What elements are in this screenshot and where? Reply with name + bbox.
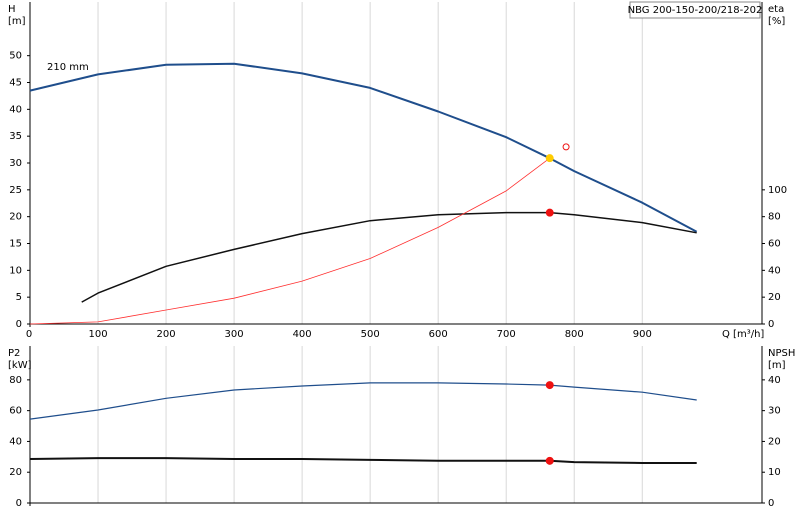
x-tick-label: 400 — [293, 329, 312, 340]
operating-point — [545, 381, 554, 390]
y2-tick-label: 0 — [768, 319, 774, 330]
y-tick-label: 20 — [9, 467, 22, 478]
y2-tick-label: 20 — [768, 292, 781, 303]
y2-tick-label: 0 — [768, 498, 774, 509]
y-tick-label: 30 — [9, 158, 22, 169]
operating-point — [545, 456, 554, 465]
curve — [29, 382, 697, 420]
y-tick-label: 25 — [9, 185, 22, 196]
y2-axis-label: [m] — [768, 360, 786, 371]
y-tick-label: 45 — [9, 78, 22, 89]
x-tick-label: 900 — [633, 329, 652, 340]
x-tick-label: 600 — [429, 329, 448, 340]
x-tick-label: 700 — [497, 329, 516, 340]
y-tick-label: 15 — [9, 239, 22, 250]
y2-tick-label: 80 — [768, 212, 781, 223]
y2-tick-label: 60 — [768, 239, 781, 250]
x-tick-label: 200 — [157, 329, 176, 340]
curve — [81, 211, 697, 303]
operating-point — [545, 208, 554, 217]
y2-tick-label: 30 — [768, 406, 781, 417]
y2-tick-label: 40 — [768, 265, 781, 276]
x-axis-label: Q [m³/h] — [722, 329, 764, 340]
x-tick-label: 0 — [26, 329, 32, 340]
x-tick-label: 300 — [225, 329, 244, 340]
y2-tick-label: 40 — [768, 375, 781, 386]
y-tick-label: 5 — [16, 292, 22, 303]
y-tick-label: 50 — [9, 51, 22, 62]
curve — [29, 62, 698, 233]
x-tick-label: 100 — [88, 329, 107, 340]
y-axis-label: [kW] — [8, 360, 32, 371]
y-tick-label: 0 — [16, 498, 22, 509]
curve — [29, 457, 697, 464]
y-axis-label: H — [8, 4, 16, 15]
y-tick-label: 0 — [16, 319, 22, 330]
operating-point — [562, 143, 570, 151]
y2-tick-label: 20 — [768, 436, 781, 447]
y-axis-label: P2 — [8, 348, 20, 359]
y2-axis-label: eta — [768, 4, 784, 15]
y-tick-label: 35 — [9, 131, 22, 142]
y2-axis-label: NPSH — [768, 348, 795, 359]
y-tick-label: 40 — [9, 436, 22, 447]
y-tick-label: 40 — [9, 104, 22, 115]
y2-tick-label: 10 — [768, 467, 781, 478]
chart-title: NBG 200-150-200/218-202 — [628, 5, 763, 16]
y-tick-label: 80 — [9, 375, 22, 386]
annotation: 210 mm — [47, 62, 89, 73]
y2-tick-label: 100 — [768, 185, 787, 196]
operating-point — [545, 154, 554, 163]
y2-axis-label: [%] — [768, 16, 785, 27]
y-tick-label: 20 — [9, 212, 22, 223]
x-tick-label: 500 — [361, 329, 380, 340]
y-tick-label: 10 — [9, 265, 22, 276]
title-box — [629, 1, 761, 19]
y-tick-label: 60 — [9, 406, 22, 417]
x-tick-label: 800 — [565, 329, 584, 340]
y-axis-label: [m] — [8, 16, 26, 27]
curve — [29, 157, 550, 325]
